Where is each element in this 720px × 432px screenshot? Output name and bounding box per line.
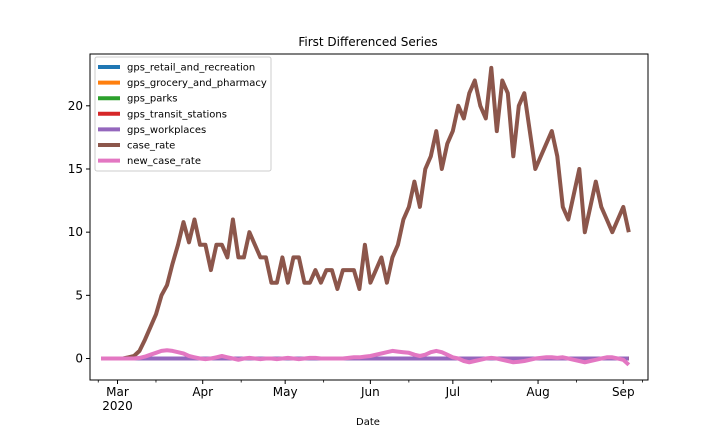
chart-title: First Differenced Series <box>298 35 437 49</box>
x-tick-label: Jul <box>445 385 460 399</box>
x-tick-label: Aug <box>526 385 549 399</box>
x-axis-label: Date <box>356 417 380 428</box>
series-line-case-rate <box>101 65 631 361</box>
y-tick-label: 5 <box>75 288 83 302</box>
x-tick-label: Sep <box>612 385 635 399</box>
y-tick-label: 20 <box>68 99 83 113</box>
legend-label: gps_grocery_and_pharmacy <box>127 78 267 89</box>
legend-label: gps_parks <box>127 94 178 105</box>
legend-label: case_rate <box>127 141 175 152</box>
axes-frame <box>89 53 649 381</box>
series-line-new-case-rate <box>101 348 631 367</box>
legend-label: gps_workplaces <box>127 125 206 136</box>
legend-box <box>94 56 272 172</box>
legend-label: gps_transit_stations <box>127 109 227 120</box>
plot-area: 0 5 10 15 20 Mar Apr May Jun Jul Aug Sep 2020 gps_ret… <box>68 53 649 413</box>
x-tick-label: Jun <box>360 385 380 399</box>
y-tick-label: 0 <box>75 352 83 366</box>
y-tick-label: 15 <box>68 162 83 176</box>
x-tick-label: Apr <box>192 385 213 399</box>
y-tick-label: 10 <box>68 225 83 239</box>
legend-label: gps_retail_and_recreation <box>127 63 255 74</box>
x-tick-label: May <box>273 385 298 399</box>
x-year-label: 2020 <box>102 399 133 413</box>
x-tick-label: Mar <box>106 385 129 399</box>
legend-label: new_case_rate <box>127 156 201 167</box>
